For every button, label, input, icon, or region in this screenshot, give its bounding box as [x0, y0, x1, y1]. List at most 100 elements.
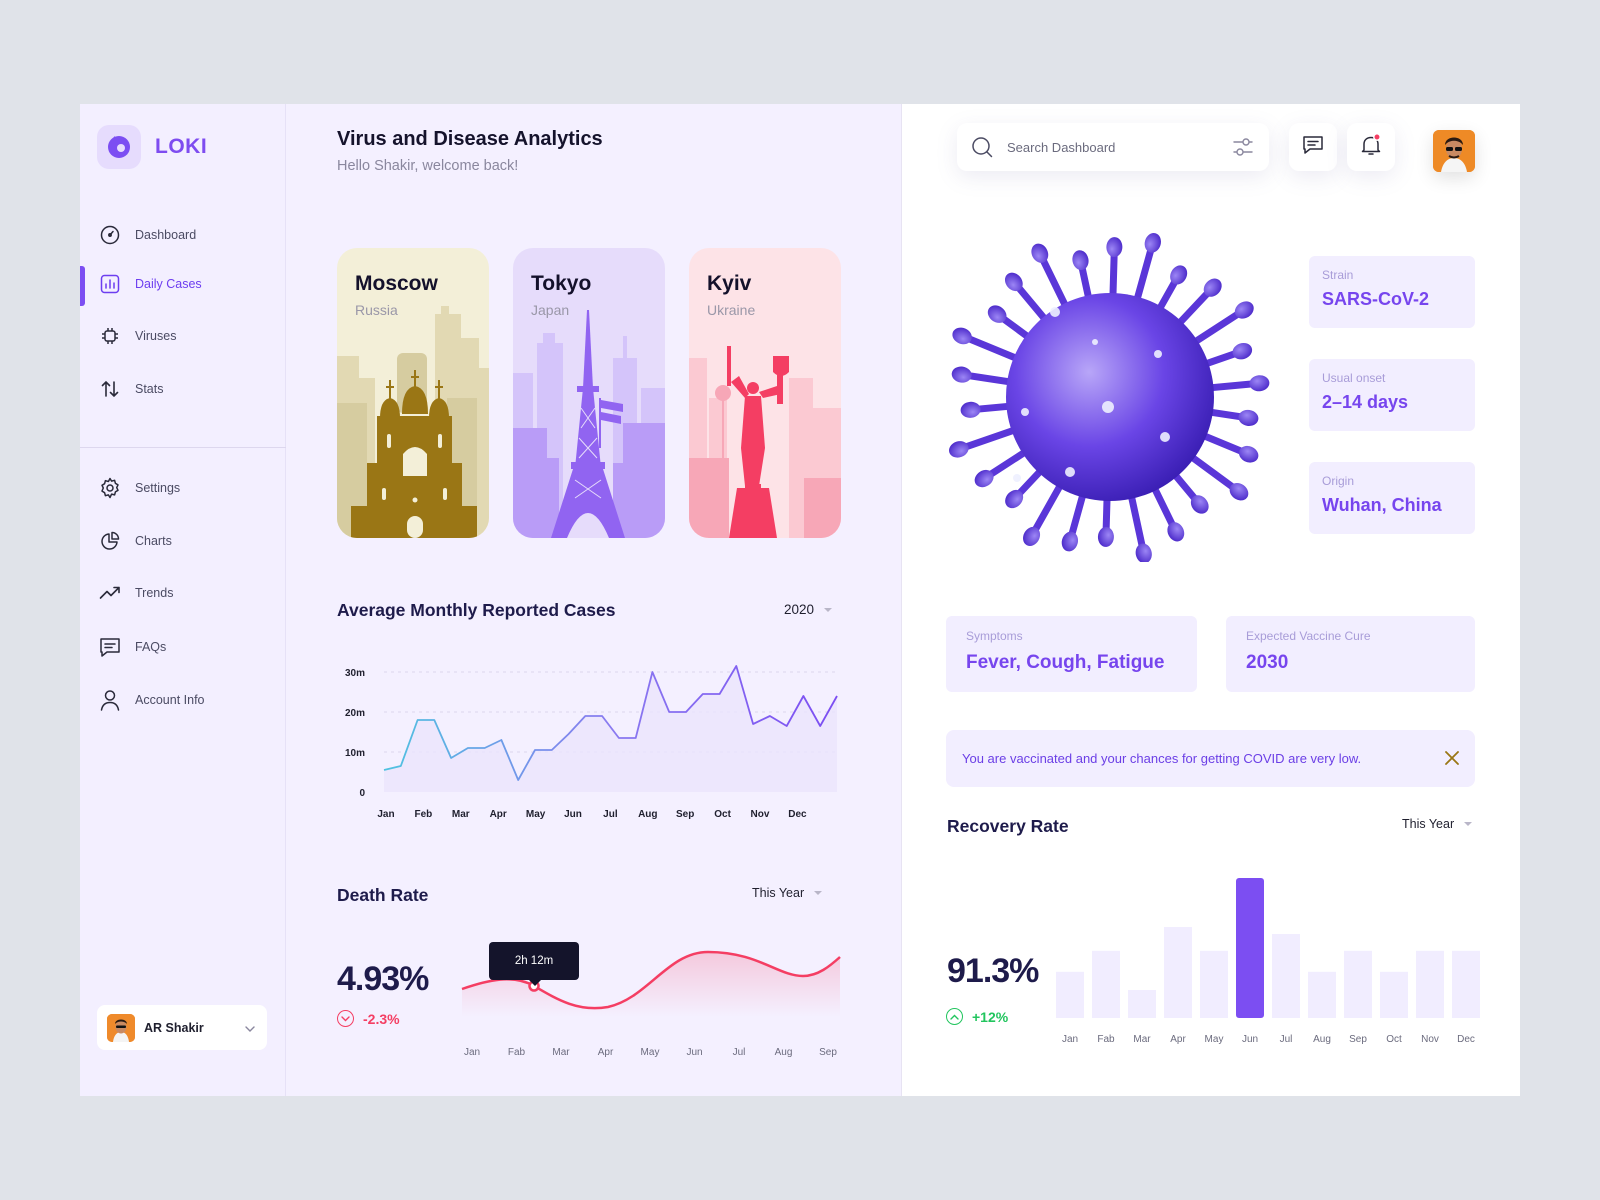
city-card-moscow[interactable]: Moscow Russia [337, 248, 489, 538]
arrow-up-circle-icon [946, 1008, 963, 1025]
recovery-bar[interactable] [1128, 990, 1156, 1018]
page-title: Virus and Disease Analytics [337, 128, 603, 150]
sidebar: LOKI Dashboard Daily Cases Viruses Stats [80, 104, 286, 1096]
sidebar-item-label: FAQs [135, 640, 167, 654]
x-tick-label: Sep [676, 809, 694, 820]
recovery-bar[interactable] [1344, 950, 1372, 1018]
user-switcher[interactable]: AR Shakir [97, 1005, 267, 1050]
bar-chart-icon [99, 273, 121, 295]
messages-button[interactable] [1289, 123, 1337, 171]
year-dropdown-label: 2020 [784, 602, 815, 617]
search-input[interactable] [1007, 139, 1227, 155]
tokyo-skyline-illustration [513, 310, 665, 538]
app-window: LOKI Dashboard Daily Cases Viruses Stats [80, 104, 1520, 1096]
sidebar-item-dashboard[interactable]: Dashboard [80, 215, 286, 255]
chart-tooltip: 2h 12m [489, 942, 579, 986]
filter-icon[interactable] [1233, 136, 1253, 163]
origin-label: Origin [1322, 474, 1355, 488]
recovery-bar[interactable] [1164, 927, 1192, 1018]
city-country: Ukraine [707, 302, 756, 318]
recovery-bar[interactable] [1056, 971, 1084, 1018]
recovery-rate-title: Recovery Rate [947, 816, 1069, 836]
x-tick-label: Jan [377, 809, 394, 820]
pie-chart-icon [99, 530, 121, 552]
profile-avatar[interactable] [1433, 130, 1475, 172]
message-icon [1302, 135, 1324, 160]
sidebar-item-settings[interactable]: Settings [80, 468, 286, 508]
x-tick-label: Jun [564, 809, 582, 820]
sidebar-item-faqs[interactable]: FAQs [80, 627, 286, 667]
recovery-bar[interactable] [1272, 934, 1300, 1018]
strain-card: Strain SARS-CoV-2 [1309, 256, 1475, 328]
x-tick-label: Jul [1280, 1034, 1293, 1045]
chevron-down-icon [814, 891, 823, 895]
x-tick-label: Jun [1242, 1034, 1258, 1045]
city-name: Kyiv [707, 272, 752, 295]
brand-name: LOKI [155, 135, 208, 158]
recovery-bar[interactable] [1416, 950, 1444, 1018]
death-rate-title: Death Rate [337, 885, 429, 905]
x-tick-label: Oct [1386, 1034, 1402, 1045]
search-bar [957, 123, 1269, 171]
recovery-bar[interactable] [1380, 971, 1408, 1018]
x-tick-label: Dec [1457, 1034, 1475, 1045]
sidebar-item-label: Daily Cases [135, 277, 202, 291]
close-icon[interactable] [1443, 749, 1461, 767]
sidebar-item-stats[interactable]: Stats [80, 369, 286, 409]
recovery-bar[interactable] [1308, 971, 1336, 1018]
symptoms-value: Fever, Cough, Fatigue [966, 652, 1165, 673]
chevron-down-icon [824, 607, 833, 612]
recovery-period-dropdown[interactable]: This Year [1402, 817, 1473, 831]
x-tick-label: Nov [1421, 1034, 1439, 1045]
chevron-down-icon [245, 1019, 255, 1037]
onset-value: 2–14 days [1322, 392, 1409, 412]
sidebar-item-label: Stats [135, 382, 164, 396]
death-rate-value: 4.93% [337, 960, 429, 998]
year-dropdown[interactable]: 2020 [784, 602, 833, 617]
gauge-icon [99, 224, 121, 246]
origin-card: Origin Wuhan, China [1309, 462, 1475, 534]
origin-value: Wuhan, China [1322, 495, 1442, 515]
kyiv-skyline-illustration [689, 346, 841, 538]
recovery-rate-value: 91.3% [947, 952, 1039, 990]
x-tick-label: Aug [1313, 1034, 1331, 1045]
virus-3d-illustration [949, 232, 1270, 562]
sidebar-divider [80, 447, 286, 448]
symptoms-label: Symptoms [966, 629, 1023, 643]
x-tick-label: Sep [1349, 1034, 1367, 1045]
x-tick-label: Dec [788, 809, 807, 820]
sidebar-item-charts[interactable]: Charts [80, 521, 286, 561]
x-tick-label: May [641, 1047, 660, 1058]
sidebar-item-trends[interactable]: Trends [80, 573, 286, 613]
onset-card: Usual onset 2–14 days [1309, 359, 1475, 431]
period-dropdown-label: This Year [752, 886, 805, 900]
x-tick-label: Aug [638, 809, 657, 820]
sidebar-item-daily-cases[interactable]: Daily Cases [80, 264, 286, 306]
city-country: Russia [355, 302, 398, 318]
delta-text: +12% [972, 1008, 1009, 1025]
city-card-tokyo[interactable]: Tokyo Japan [513, 248, 665, 538]
x-tick-label: Mar [452, 809, 470, 820]
x-tick-label: Sep [819, 1047, 837, 1058]
death-rate-period-dropdown[interactable]: This Year [752, 886, 823, 900]
x-tick-label: Oct [714, 809, 731, 820]
city-card-kyiv[interactable]: Kyiv Ukraine [689, 248, 841, 538]
recovery-bar[interactable] [1092, 950, 1120, 1018]
sidebar-item-account-info[interactable]: Account Info [80, 680, 286, 720]
welcome-message: Hello Shakir, welcome back! [337, 158, 519, 174]
recovery-bar[interactable] [1200, 950, 1228, 1018]
notifications-button[interactable] [1347, 123, 1395, 171]
recovery-rate-delta: +12% [946, 1008, 1008, 1025]
recovery-bar[interactable] [1452, 950, 1480, 1018]
recovery-bar[interactable] [1236, 878, 1264, 1018]
sidebar-item-viruses[interactable]: Viruses [80, 316, 286, 356]
x-tick-label: May [1205, 1034, 1224, 1045]
vaccination-notice: You are vaccinated and your chances for … [946, 730, 1475, 787]
monthly-cases-line-chart: 0 10m 20m 30m Jan Feb Mar Apr May Jun Jul Aug Sep Oct… [345, 665, 838, 820]
trend-up-icon [99, 582, 121, 604]
sidebar-item-label: Account Info [135, 693, 205, 707]
brand[interactable]: LOKI [97, 125, 207, 169]
sidebar-item-label: Dashboard [135, 228, 197, 242]
sidebar-item-label: Charts [135, 534, 172, 548]
x-tick-label: Jul [603, 809, 618, 820]
